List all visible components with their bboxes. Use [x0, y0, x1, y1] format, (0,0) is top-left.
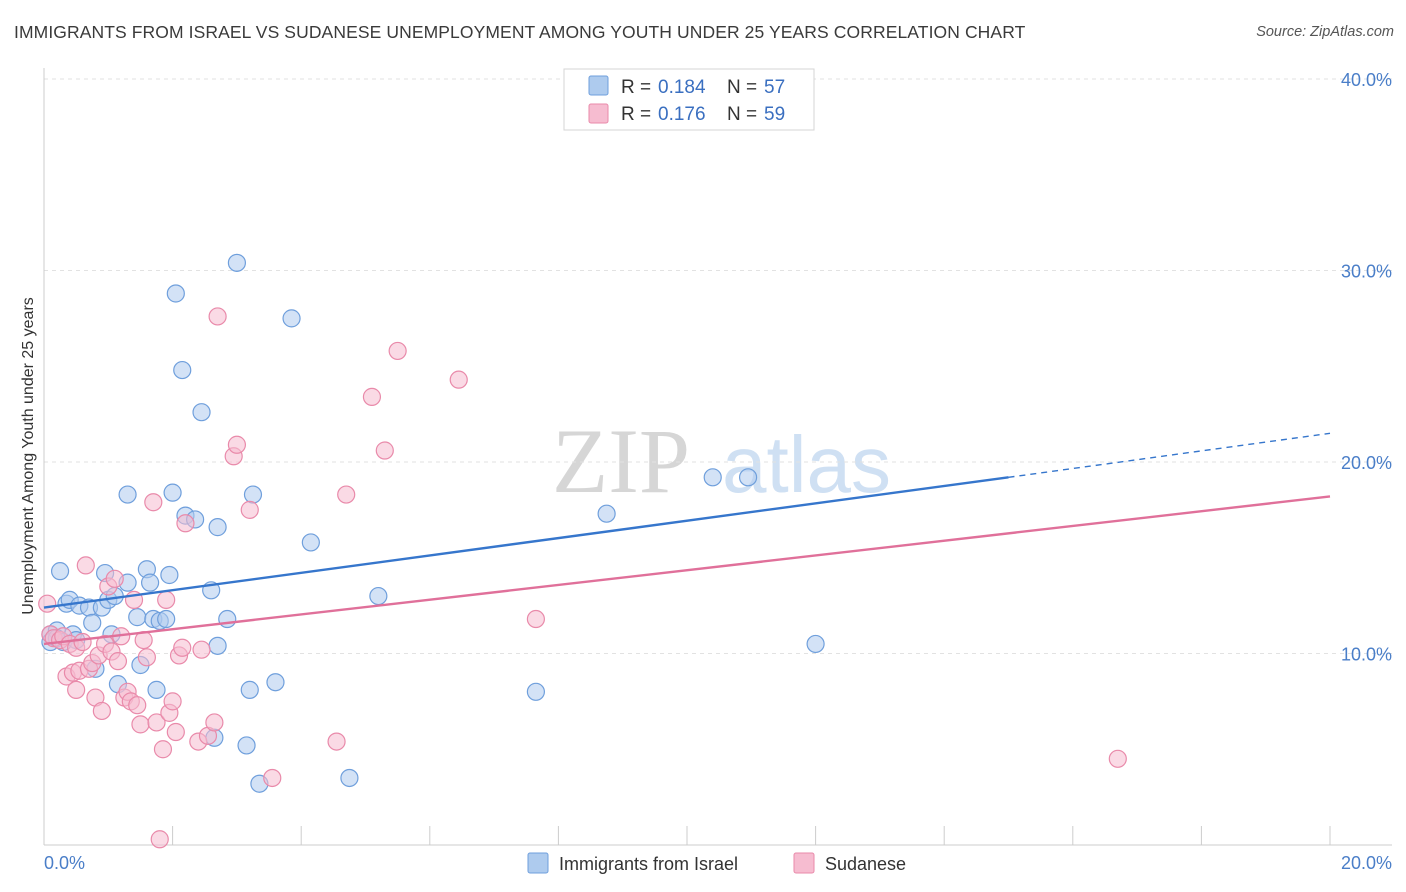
watermark-atlas: atlas	[722, 420, 891, 509]
sudanese-point	[337, 485, 356, 504]
sudanese-point	[67, 680, 86, 699]
sudanese-point	[137, 648, 156, 667]
israel-point	[83, 613, 102, 632]
israel-point	[163, 483, 182, 502]
israel-point	[301, 533, 320, 552]
series-sudanese-points	[38, 307, 1127, 849]
israel-point	[703, 468, 722, 487]
sudanese-point	[147, 713, 166, 732]
israel-point	[597, 504, 616, 523]
sudanese-point	[163, 692, 182, 711]
watermark-zip: ZIP	[552, 410, 690, 512]
sudanese-point	[108, 652, 128, 671]
israel-point	[218, 609, 237, 629]
sudanese-point	[526, 609, 545, 629]
sudanese-point	[192, 640, 211, 659]
sudanese-point	[1108, 749, 1127, 768]
sudanese-point	[131, 715, 150, 734]
sudanese-point	[327, 732, 346, 751]
y-axis-title: Unemployment Among Youth under 25 years	[20, 297, 37, 615]
israel-point	[128, 608, 147, 627]
legend-r-value-2: 0.176	[658, 104, 706, 125]
legend-r-label-1: R =	[621, 77, 651, 98]
stats-legend: R = 0.184 N = 57 R = 0.176 N = 59	[563, 68, 815, 131]
israel-point	[243, 485, 263, 504]
israel-point	[192, 403, 211, 422]
watermark: ZIP atlas	[552, 410, 891, 512]
israel-point	[50, 562, 70, 581]
x-ticks	[43, 826, 1331, 845]
israel-point	[147, 680, 166, 699]
israel-point	[208, 518, 227, 537]
y-tick-label: 10.0%	[1341, 645, 1392, 665]
israel-point	[227, 253, 246, 272]
sudanese-point	[166, 722, 185, 742]
israel-point	[340, 768, 359, 788]
sudanese-point	[176, 514, 195, 533]
israel-point	[237, 736, 256, 755]
israel-point	[166, 284, 185, 303]
sudanese-point	[144, 493, 163, 512]
sudanese-point	[208, 307, 227, 326]
sudanese-point	[263, 768, 282, 788]
israel-point	[282, 309, 301, 328]
x-tick-label-min: 0.0%	[44, 853, 85, 873]
israel-point	[208, 636, 227, 655]
bottom-legend-label-sudanese: Sudanese	[825, 854, 906, 874]
israel-point	[240, 680, 259, 699]
legend-swatch-israel	[588, 75, 609, 96]
israel-trend-line	[43, 476, 1009, 609]
israel-trend-extension	[1008, 432, 1331, 479]
sudanese-point	[153, 740, 173, 759]
israel-point	[140, 573, 160, 592]
bottom-legend-swatch-israel	[527, 852, 549, 874]
israel-point	[738, 468, 758, 487]
trend-lines	[43, 432, 1331, 646]
israel-point	[369, 586, 388, 606]
sudanese-point	[173, 638, 192, 657]
legend-n-label-2: N =	[727, 104, 757, 125]
sudanese-point	[73, 632, 92, 652]
sudanese-point	[240, 500, 259, 519]
sudanese-trend-line	[43, 495, 1331, 646]
x-tick-label-max: 20.0%	[1341, 853, 1392, 873]
bottom-legend-label-israel: Immigrants from Israel	[559, 854, 738, 874]
sudanese-point	[157, 590, 176, 609]
sudanese-point	[76, 556, 95, 575]
israel-point	[173, 360, 192, 380]
y-tick-label: 30.0%	[1341, 262, 1392, 282]
series-legend: Immigrants from Israel Sudanese	[527, 852, 906, 874]
legend-n-label-1: N =	[727, 77, 757, 98]
y-tick-label: 20.0%	[1341, 453, 1392, 473]
legend-swatch-sudanese	[588, 103, 609, 124]
sudanese-point	[449, 370, 468, 389]
israel-point	[526, 682, 545, 701]
israel-point	[806, 634, 825, 654]
sudanese-point	[38, 594, 57, 613]
sudanese-point	[128, 696, 147, 715]
sudanese-point	[205, 713, 224, 732]
sudanese-point	[105, 569, 124, 588]
israel-point	[160, 565, 179, 585]
bottom-legend-swatch-sudanese	[793, 852, 815, 874]
chart-title: IMMIGRANTS FROM ISRAEL VS SUDANESE UNEMP…	[14, 22, 1026, 42]
israel-point	[118, 485, 137, 504]
sudanese-point	[375, 441, 394, 460]
source-label: Source: ZipAtlas.com	[1256, 24, 1394, 40]
legend-n-value-1: 57	[764, 77, 785, 98]
legend-n-value-2: 59	[764, 104, 785, 125]
israel-point	[266, 673, 285, 692]
sudanese-point	[150, 830, 169, 849]
sudanese-point	[388, 341, 407, 361]
series-israel-points	[41, 253, 825, 793]
sudanese-point	[362, 387, 382, 406]
sudanese-point	[227, 435, 246, 454]
y-tick-labels: 10.0% 20.0% 30.0% 40.0%	[1341, 70, 1392, 665]
legend-r-label-2: R =	[621, 104, 651, 125]
legend-r-value-1: 0.184	[658, 77, 706, 98]
y-tick-label: 40.0%	[1341, 70, 1392, 90]
sudanese-point	[92, 701, 111, 721]
israel-point	[157, 609, 176, 629]
